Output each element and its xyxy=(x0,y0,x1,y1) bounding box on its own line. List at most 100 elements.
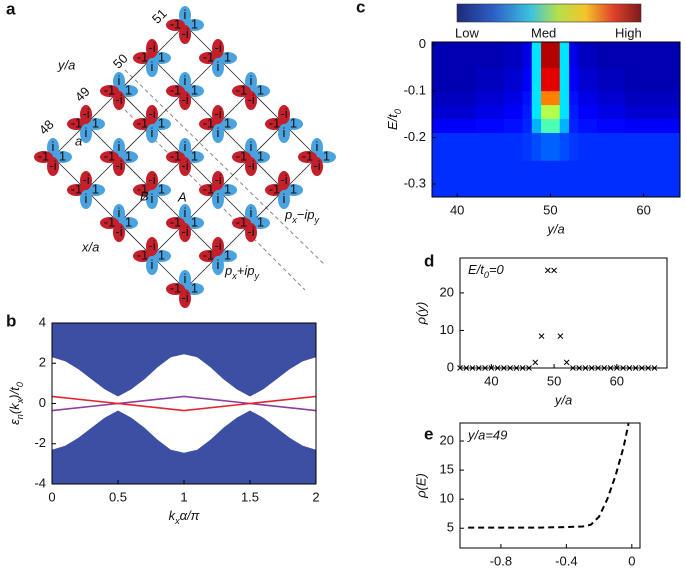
heatmap-cell xyxy=(578,42,598,69)
lobe-label: -1 xyxy=(236,148,248,163)
lobe-label: -i xyxy=(214,238,221,253)
orbital-lobe xyxy=(146,105,158,124)
lattice-bond xyxy=(118,57,153,92)
orbital-lobe xyxy=(146,237,158,256)
lobe-label: i xyxy=(217,257,220,272)
heatmap-cell xyxy=(597,105,626,120)
heatmap-cell xyxy=(559,67,570,92)
lobe-label: i xyxy=(184,139,187,154)
lobe-label: 1 xyxy=(92,181,99,196)
axis-label: y/a xyxy=(57,57,75,72)
lobe-label: -1 xyxy=(302,148,314,163)
orbital-lobe xyxy=(218,184,237,196)
lobe-label: -i xyxy=(181,290,188,305)
lattice-bond xyxy=(184,90,219,125)
lobe-label: -i xyxy=(313,158,320,173)
lobe-label: -1 xyxy=(137,247,149,262)
lattice-bond xyxy=(85,123,120,158)
orbital-lobe xyxy=(199,184,218,196)
orbital-lobe xyxy=(212,105,224,124)
orbital-lobe xyxy=(146,256,158,275)
lobe-label: -1 xyxy=(71,115,83,130)
lobe-label: 1 xyxy=(224,247,231,262)
lobe-label: i xyxy=(118,139,121,154)
orbital-lobe xyxy=(185,151,204,163)
heatmap-cell xyxy=(522,42,533,69)
lobe-label: i xyxy=(250,73,253,88)
lobe-label: -1 xyxy=(170,214,182,229)
orbital-lobe xyxy=(133,118,152,130)
orbital-lobe xyxy=(179,91,191,110)
orbital-lobe xyxy=(152,118,171,130)
lattice-bond xyxy=(118,222,153,257)
orbital-lobe xyxy=(311,157,323,176)
x-tick-label: 1.5 xyxy=(241,489,259,504)
orbital-lobe xyxy=(80,171,92,190)
lobe-label: -1 xyxy=(269,181,281,196)
heatmap-cell xyxy=(578,105,598,120)
lobe-label: -i xyxy=(214,106,221,121)
heatmap-cell xyxy=(503,67,523,92)
lobe-label: -i xyxy=(82,172,89,187)
lobe-label: -1 xyxy=(104,214,116,229)
orbital-lobe xyxy=(113,72,125,91)
annotation: y/a=49 xyxy=(467,427,507,442)
orbital-lobe xyxy=(218,118,237,130)
lobe-label: 1 xyxy=(92,115,99,130)
orbital-lobe xyxy=(212,237,224,256)
panel-label: e xyxy=(424,424,433,443)
heatmap-cell xyxy=(531,67,542,92)
lobe-label: -1 xyxy=(203,49,215,64)
y-tick-label: 4 xyxy=(39,314,46,329)
lobe-label: -i xyxy=(148,238,155,253)
orbital-lobe xyxy=(119,217,138,229)
heatmap-cell xyxy=(432,67,477,92)
heatmap-cell xyxy=(531,160,542,198)
heatmap-cell xyxy=(559,132,570,162)
orbital-label: px−ipy xyxy=(284,207,320,225)
lattice-bond xyxy=(85,90,120,125)
lattice-bond xyxy=(250,123,285,158)
orbital-lobe xyxy=(251,151,270,163)
heatmap-cell xyxy=(578,67,598,92)
orbital-lobe xyxy=(245,138,257,157)
lobe-label: -i xyxy=(181,26,188,41)
orbital-lobe xyxy=(113,138,125,157)
text-part: x xyxy=(15,398,25,404)
colorbar-label: Low xyxy=(455,25,479,40)
marker xyxy=(551,267,557,274)
text-part: y xyxy=(314,215,320,225)
y-tick-label: -0.2 xyxy=(404,129,426,144)
orbital-lobe xyxy=(199,118,218,130)
orbital-lobe xyxy=(185,217,204,229)
lobe-label: 1 xyxy=(191,82,198,97)
lobe-label: 1 xyxy=(191,214,198,229)
heatmap-cell xyxy=(559,119,570,134)
orbital-lobe xyxy=(265,118,284,130)
orbital-lobe xyxy=(245,72,257,91)
marker xyxy=(538,333,545,339)
x-axis-label: kxα/π xyxy=(169,508,200,526)
text-part: x xyxy=(174,516,180,526)
heatmap-cell xyxy=(475,105,505,120)
lobe-label: 1 xyxy=(257,82,264,97)
orbital-lobe xyxy=(245,157,257,176)
row-label: 50 xyxy=(110,51,131,72)
orbital-lobe xyxy=(278,171,290,190)
lobe-label: i xyxy=(151,191,154,206)
x-tick-label: 60 xyxy=(636,202,650,217)
lobe-label: -1 xyxy=(203,181,215,196)
heatmap-cell xyxy=(522,119,533,134)
heatmap-cell xyxy=(559,42,570,69)
lattice-bond xyxy=(85,189,120,224)
lattice-bond xyxy=(184,24,219,59)
text-part: n xyxy=(15,414,25,419)
text-part: 0 xyxy=(393,109,403,114)
x-tick-label: 2 xyxy=(312,489,319,504)
lobe-label: i xyxy=(283,191,286,206)
lobe-label: -i xyxy=(148,40,155,55)
orbital-lobe xyxy=(80,190,92,209)
text-part: E/t xyxy=(468,262,485,277)
lobe-label: 1 xyxy=(290,181,297,196)
lobe-label: 1 xyxy=(158,247,165,262)
